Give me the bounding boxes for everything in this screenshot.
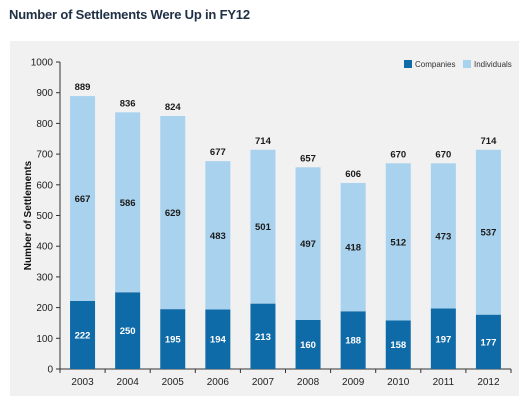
chart-title: Number of Settlements Were Up in FY12: [9, 7, 250, 22]
y-tick-label: 700: [36, 150, 53, 161]
data-label-total: 714: [255, 136, 272, 147]
data-label-individuals: 512: [390, 237, 406, 248]
y-tick-label: 900: [36, 88, 53, 99]
bar-individuals: [295, 167, 321, 320]
x-tick-label: 2010: [387, 377, 410, 388]
bar-companies: [475, 314, 501, 369]
data-label-companies: 194: [210, 335, 227, 346]
y-tick-label: 300: [36, 272, 53, 283]
data-label-companies: 160: [300, 340, 316, 351]
bar-individuals: [475, 149, 501, 315]
data-label-individuals: 629: [165, 208, 181, 219]
bar-companies: [205, 309, 231, 369]
data-label-total: 657: [300, 153, 316, 164]
x-tick-label: 2006: [207, 377, 230, 388]
y-tick-label: 800: [36, 119, 53, 130]
x-tick-label: 2005: [162, 377, 185, 388]
data-label-total: 714: [481, 136, 498, 147]
data-label-individuals: 418: [345, 243, 361, 254]
bar-companies: [385, 320, 411, 369]
x-tick-label: 2008: [297, 377, 320, 388]
bar-companies: [340, 311, 366, 369]
x-tick-label: 2004: [117, 377, 140, 388]
data-label-total: 670: [390, 149, 406, 160]
y-tick-label: 100: [36, 334, 53, 345]
data-label-total: 889: [75, 82, 91, 93]
x-tick-label: 2007: [252, 377, 275, 388]
data-label-companies: 195: [165, 335, 182, 346]
y-tick-label: 0: [47, 365, 53, 376]
bar-individuals: [205, 161, 231, 310]
data-label-companies: 177: [481, 337, 497, 348]
data-label-individuals: 501: [255, 222, 272, 233]
data-label-companies: 188: [345, 336, 361, 347]
legend-label-companies: Companies: [415, 60, 455, 69]
x-tick-label: 2009: [342, 377, 365, 388]
x-tick-label: 2003: [71, 377, 94, 388]
data-label-total: 677: [210, 147, 226, 158]
bar-companies: [430, 308, 456, 369]
bar-companies: [70, 300, 96, 369]
bar-individuals: [160, 116, 186, 310]
bar-companies: [115, 292, 141, 369]
bar-individuals: [250, 149, 276, 304]
data-label-individuals: 473: [435, 231, 451, 242]
data-label-individuals: 483: [210, 231, 226, 242]
data-label-individuals: 537: [481, 228, 497, 239]
y-axis-title: Number of Settlements: [23, 160, 34, 270]
bar-companies: [160, 309, 186, 369]
data-label-companies: 213: [255, 332, 271, 343]
legend-swatch-individuals: [463, 60, 471, 68]
y-tick-label: 1000: [31, 58, 54, 69]
y-tick-label: 200: [36, 303, 53, 314]
x-tick-label: 2012: [477, 377, 500, 388]
data-label-total: 670: [435, 149, 451, 160]
bar-individuals: [430, 163, 456, 309]
legend-label-individuals: Individuals: [474, 60, 512, 69]
data-label-companies: 158: [390, 340, 406, 351]
bar-companies: [250, 303, 276, 369]
y-tick-label: 500: [36, 211, 53, 222]
data-label-companies: 222: [75, 330, 91, 341]
data-label-companies: 197: [435, 334, 451, 345]
data-label-individuals: 586: [120, 198, 136, 209]
data-label-total: 836: [120, 98, 136, 109]
data-label-total: 606: [345, 169, 361, 180]
bar-companies: [295, 319, 321, 369]
data-label-total: 824: [165, 102, 182, 113]
data-label-individuals: 667: [75, 194, 91, 205]
bar-individuals: [340, 182, 366, 312]
data-label-companies: 250: [120, 326, 136, 337]
x-tick-label: 2011: [433, 377, 455, 388]
legend-swatch-companies: [404, 60, 412, 68]
bar-individuals: [70, 96, 96, 301]
data-label-individuals: 497: [300, 239, 316, 250]
y-tick-label: 400: [36, 242, 53, 253]
y-tick-label: 600: [36, 180, 53, 191]
bar-individuals: [115, 112, 141, 293]
bar-individuals: [385, 163, 411, 321]
